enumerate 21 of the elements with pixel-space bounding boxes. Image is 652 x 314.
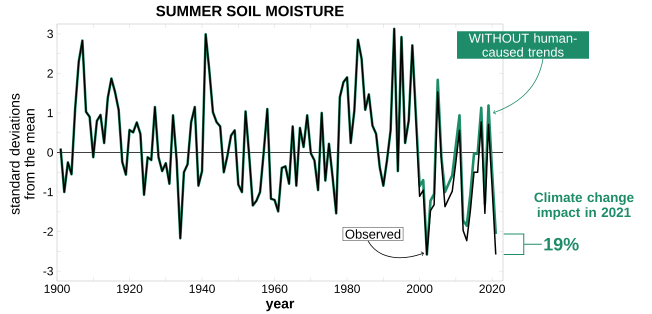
x-tick-label: 1900 — [44, 284, 70, 293]
y-tick-label: 1 — [48, 108, 53, 118]
x-tick-label: 1940 — [190, 284, 215, 293]
y-tick-label: -1 — [43, 188, 53, 196]
y-tick-label: 3 — [47, 30, 53, 38]
y-tick-label: -3 — [43, 266, 53, 276]
x-tick-label: 2020 — [479, 284, 505, 293]
x-tick-label: 1960 — [262, 284, 288, 293]
text: Climate change impact in 2021 — [534, 192, 634, 220]
x-tick-label: 1920 — [117, 284, 142, 293]
y-tick-label: 2 — [47, 69, 53, 78]
series-label: Observed — [346, 229, 400, 239]
text: 19% — [544, 238, 579, 251]
chart-title: SUMMER SOIL MOISTURE — [156, 6, 344, 16]
y-tick-label: -2 — [43, 227, 53, 236]
y-tick-label: 0 — [47, 148, 54, 157]
text: WITHOUT human-caused trends — [468, 33, 577, 57]
x-tick-label: 1980 — [334, 284, 360, 293]
x-axis-title: year — [266, 300, 294, 312]
x-tick-label: 2000 — [406, 284, 432, 293]
y-axis-title: standard deviations from the mean — [9, 94, 35, 214]
